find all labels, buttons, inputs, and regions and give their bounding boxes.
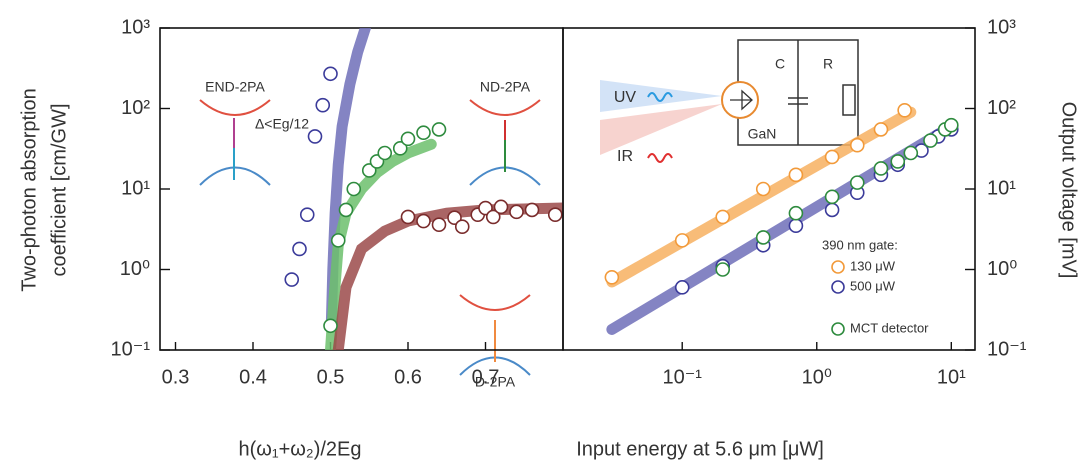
figure: 0.30.40.50.60.710⁻¹10⁰10¹10²10³h(ω₁+ω₂)/…	[0, 0, 1088, 461]
y-tick-label: 10⁰	[987, 258, 1017, 280]
data-point	[826, 190, 839, 203]
annotation: ND-2PA	[480, 79, 531, 95]
data-point	[945, 119, 958, 132]
annotation: GaN	[748, 126, 777, 142]
annotation: D-2PA	[475, 374, 516, 390]
data-point	[417, 215, 430, 228]
y-tick-label: 10¹	[121, 177, 150, 199]
y-axis-label: Output voltage [mV]	[1058, 102, 1080, 279]
data-point	[417, 126, 430, 139]
data-point	[851, 176, 864, 189]
legend-marker	[832, 323, 844, 335]
data-point	[324, 319, 337, 332]
data-point	[898, 104, 911, 117]
y-axis-label: coefficient [cm/GW]	[48, 103, 70, 276]
annotation: C	[775, 56, 785, 72]
x-tick-label: 0.3	[162, 366, 190, 388]
y-tick-label: 10¹	[987, 177, 1016, 199]
x-tick-label: 0.6	[394, 366, 422, 388]
x-tick-label: 0.5	[317, 366, 345, 388]
fit-line	[338, 208, 563, 350]
annotation: IR	[617, 148, 633, 165]
legend-label: 500 μW	[850, 278, 896, 293]
data-point	[402, 132, 415, 145]
data-point	[891, 155, 904, 168]
x-axis-label: Input energy at 5.6 μm [μW]	[576, 438, 824, 460]
x-tick-label: 10¹	[937, 366, 966, 388]
data-point	[301, 208, 314, 221]
data-point	[309, 130, 322, 143]
data-point	[526, 203, 539, 216]
data-point	[605, 271, 618, 284]
data-point	[757, 231, 770, 244]
legend-marker	[832, 281, 844, 293]
annotation: R	[823, 56, 833, 72]
y-tick-label: 10⁻¹	[987, 338, 1027, 360]
data-point	[789, 219, 802, 232]
legend-title: 390 nm gate:	[822, 237, 898, 252]
annotation: Δ<Eg/12	[255, 116, 309, 132]
data-point	[332, 234, 345, 247]
x-tick-label: 10⁰	[802, 366, 832, 388]
data-point	[716, 210, 729, 223]
y-tick-label: 10³	[121, 16, 150, 38]
data-point	[433, 123, 446, 136]
data-point	[904, 147, 917, 160]
data-point	[549, 208, 562, 221]
x-tick-label: 0.4	[239, 366, 267, 388]
y-tick-label: 10⁰	[120, 258, 150, 280]
x-tick-label: 10⁻¹	[662, 366, 702, 388]
data-point	[340, 203, 353, 216]
data-point	[826, 150, 839, 163]
data-point	[316, 99, 329, 112]
data-point	[924, 134, 937, 147]
data-point	[402, 210, 415, 223]
legend-label: MCT detector	[850, 320, 929, 335]
data-point	[716, 263, 729, 276]
x-axis-label: h(ω₁+ω₂)/2Eg	[238, 438, 361, 460]
data-point	[347, 183, 360, 196]
y-tick-label: 10³	[987, 16, 1016, 38]
legend-marker	[832, 261, 844, 273]
y-tick-label: 10²	[121, 97, 150, 119]
data-point	[378, 147, 391, 160]
data-point	[789, 207, 802, 220]
data-point	[456, 220, 469, 233]
data-point	[757, 183, 770, 196]
data-point	[495, 200, 508, 213]
data-point	[874, 123, 887, 136]
legend-label: 130 μW	[850, 258, 896, 273]
y-tick-label: 10⁻¹	[111, 338, 151, 360]
data-point	[293, 242, 306, 255]
data-point	[851, 139, 864, 152]
data-point	[433, 218, 446, 231]
y-axis-label: Two-photon absorption	[18, 88, 40, 291]
data-point	[285, 273, 298, 286]
data-point	[676, 234, 689, 247]
y-tick-label: 10²	[987, 97, 1016, 119]
data-point	[324, 67, 337, 80]
data-point	[510, 205, 523, 218]
data-point	[676, 281, 689, 294]
panel: 10⁻¹ 10⁰ 10¹ 10⁻¹ 10⁰ 10¹ 10² 10³ Input energy a…	[563, 16, 1080, 460]
annotation: UV	[614, 89, 637, 106]
annotation: END-2PA	[205, 79, 265, 95]
data-point	[789, 168, 802, 181]
data-point	[874, 162, 887, 175]
data-point	[826, 203, 839, 216]
